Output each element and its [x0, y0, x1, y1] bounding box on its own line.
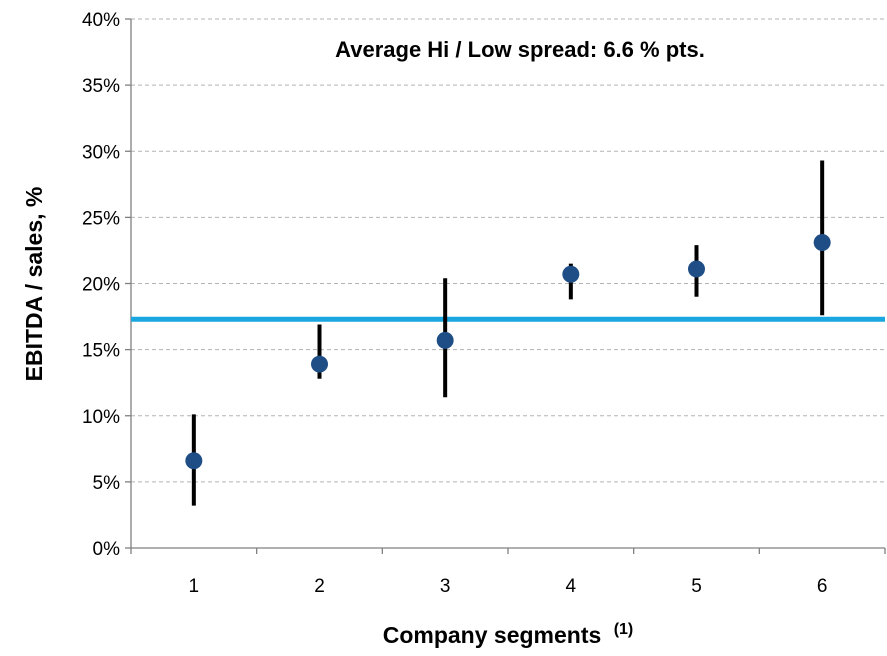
y-tick-label: 15% — [82, 341, 120, 362]
data-point — [311, 355, 328, 373]
x-tick-label: 4 — [566, 576, 577, 597]
y-tick-label: 5% — [93, 473, 121, 494]
x-axis-title-text: Company segments — [383, 622, 602, 648]
y-tick-label: 20% — [82, 275, 120, 296]
x-axis-title-superscript: (1) — [614, 621, 634, 638]
data-point — [436, 331, 454, 349]
x-tick-label: 6 — [817, 576, 828, 597]
data-point — [562, 265, 580, 283]
x-tick-label: 3 — [440, 576, 451, 597]
y-tick-label: 0% — [93, 539, 121, 560]
y-tick-label: 35% — [82, 76, 120, 97]
y-tick-label: 40% — [82, 10, 120, 31]
data-point — [688, 260, 705, 278]
y-axis-title: EBITDA / sales, % — [21, 187, 47, 382]
data-point — [185, 452, 203, 470]
grid — [131, 18, 885, 483]
x-tick-label: 5 — [691, 576, 702, 597]
data-point — [813, 234, 831, 252]
chart-annotation: Average Hi / Low spread: 6.6 % pts. — [335, 37, 705, 62]
y-tick-label: 10% — [82, 407, 120, 428]
y-axis-ticks: 0% 5% 10% 15% 20% 25% 30% 35% 40% — [82, 10, 131, 560]
y-tick-label: 30% — [82, 142, 120, 163]
x-axis-title: Company segments (1) — [383, 621, 634, 648]
x-axis-ticks: 1 2 3 4 5 6 — [130, 548, 886, 597]
x-tick-label: 2 — [314, 576, 325, 597]
x-tick-label: 1 — [189, 576, 200, 597]
error-bars — [191, 160, 825, 506]
y-tick-label: 25% — [82, 208, 120, 229]
data-points — [185, 234, 831, 470]
